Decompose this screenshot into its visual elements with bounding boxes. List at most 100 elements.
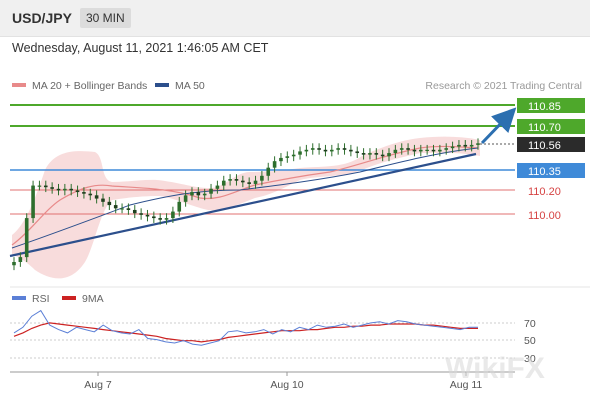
candle-body	[209, 188, 213, 194]
projection-arrow	[480, 107, 517, 145]
candle-body	[190, 192, 194, 196]
candle-body	[63, 188, 67, 191]
level-label-110-85: 110.85	[528, 101, 561, 113]
candle-body	[18, 257, 23, 262]
label-bg-110-70	[517, 119, 585, 134]
candle-body	[374, 153, 379, 155]
candle-body	[82, 192, 86, 194]
candle-body	[145, 214, 150, 217]
candle-body	[342, 148, 347, 150]
candle-body	[183, 195, 188, 202]
candle-body	[158, 218, 162, 220]
candle-body	[330, 149, 334, 152]
candle-body	[24, 218, 29, 258]
wikifx-watermark: WikiFX	[445, 352, 545, 385]
rsi-tick-50: 50	[524, 335, 536, 347]
candle-body	[196, 192, 201, 196]
candle-body	[418, 149, 423, 152]
candle-body	[323, 149, 328, 152]
candle-body	[279, 157, 283, 162]
label-bg-110-56	[517, 137, 585, 152]
rsi-ma9-line	[13, 322, 478, 343]
label-bg-110-85	[517, 98, 585, 113]
x-label-aug7: Aug 7	[84, 379, 112, 391]
level-label-110-20: 110.20	[528, 186, 561, 198]
candle-body	[215, 185, 220, 189]
label-bg-110-35	[517, 163, 585, 178]
candle-body	[234, 179, 239, 181]
candle-body	[177, 201, 182, 212]
price-labels: 110.85 110.70 110.56 110.35 110.20 110.0…	[517, 98, 585, 222]
candle-body	[317, 148, 321, 150]
candle-body	[457, 144, 461, 147]
candle-body	[349, 149, 353, 152]
symbol-title: USD/JPY	[12, 10, 72, 26]
research-credit: Research © 2021 Trading Central	[425, 80, 582, 92]
candle-body	[12, 261, 16, 266]
candle-body	[355, 151, 360, 154]
level-label-110-00: 110.00	[528, 210, 561, 222]
rsi-legend-label: RSI	[32, 293, 50, 305]
candle-body	[139, 213, 143, 215]
ma9-legend-label: 9MA	[82, 293, 104, 305]
candle-body	[336, 148, 340, 150]
ma50-legend-label: MA 50	[175, 80, 205, 92]
candle-body	[107, 201, 112, 206]
candle-body	[94, 195, 99, 199]
candle-body	[298, 151, 302, 155]
rsi-legend: RSI 9MA	[12, 293, 104, 305]
rsi-legend-swatch	[12, 296, 26, 300]
x-label-aug10: Aug 10	[270, 379, 303, 391]
rsi-tick-30: 30	[524, 353, 536, 365]
timeframe-button[interactable]: 30 MIN	[80, 8, 131, 28]
level-label-110-56: 110.56	[528, 140, 561, 152]
bollinger-legend-label: MA 20 + Bollinger Bands	[32, 80, 147, 92]
bollinger-legend-swatch	[12, 83, 26, 87]
candle-body	[247, 182, 251, 184]
candle-body	[113, 205, 118, 209]
candle-body	[380, 154, 385, 157]
candle-body	[75, 190, 80, 193]
candle-body	[438, 149, 442, 152]
candle-body	[120, 208, 124, 210]
candle-body	[202, 193, 207, 196]
level-label-110-70: 110.70	[528, 122, 561, 134]
candle-body	[253, 180, 258, 184]
candle-body	[152, 216, 156, 219]
candle-body	[399, 148, 404, 150]
candle-body	[228, 179, 232, 181]
candle-body	[272, 161, 277, 168]
rsi-tick-70: 70	[524, 318, 536, 330]
candle-body	[361, 153, 366, 155]
candle-body	[285, 156, 290, 158]
candle-body	[444, 148, 449, 150]
candle-body	[56, 188, 61, 191]
bollinger-band-area	[12, 136, 480, 279]
candle-body	[310, 148, 315, 150]
candle-body	[469, 144, 474, 147]
candle-body	[69, 188, 74, 191]
level-label-110-35: 110.35	[528, 166, 561, 178]
candles-group	[12, 138, 480, 271]
ma50-line	[11, 147, 479, 249]
candle-body	[171, 211, 175, 219]
candle-body	[126, 208, 131, 210]
candle-body	[304, 149, 309, 152]
candle-body	[266, 167, 271, 176]
header-bar: USD/JPY 30 MIN	[0, 0, 590, 37]
candle-body	[412, 149, 417, 152]
candle-body	[393, 149, 398, 154]
candle-body	[387, 153, 391, 157]
candle-body	[101, 198, 105, 202]
candle-body	[260, 175, 264, 181]
candle-body	[368, 153, 372, 155]
candle-body	[476, 143, 480, 145]
candle-body	[132, 209, 137, 214]
candle-body	[50, 187, 54, 189]
candle-body	[463, 144, 468, 147]
ma50-legend-swatch	[155, 83, 169, 87]
main-legend: MA 20 + Bollinger Bands MA 50	[12, 80, 205, 92]
candle-body	[241, 180, 245, 183]
candle-body	[291, 154, 296, 157]
